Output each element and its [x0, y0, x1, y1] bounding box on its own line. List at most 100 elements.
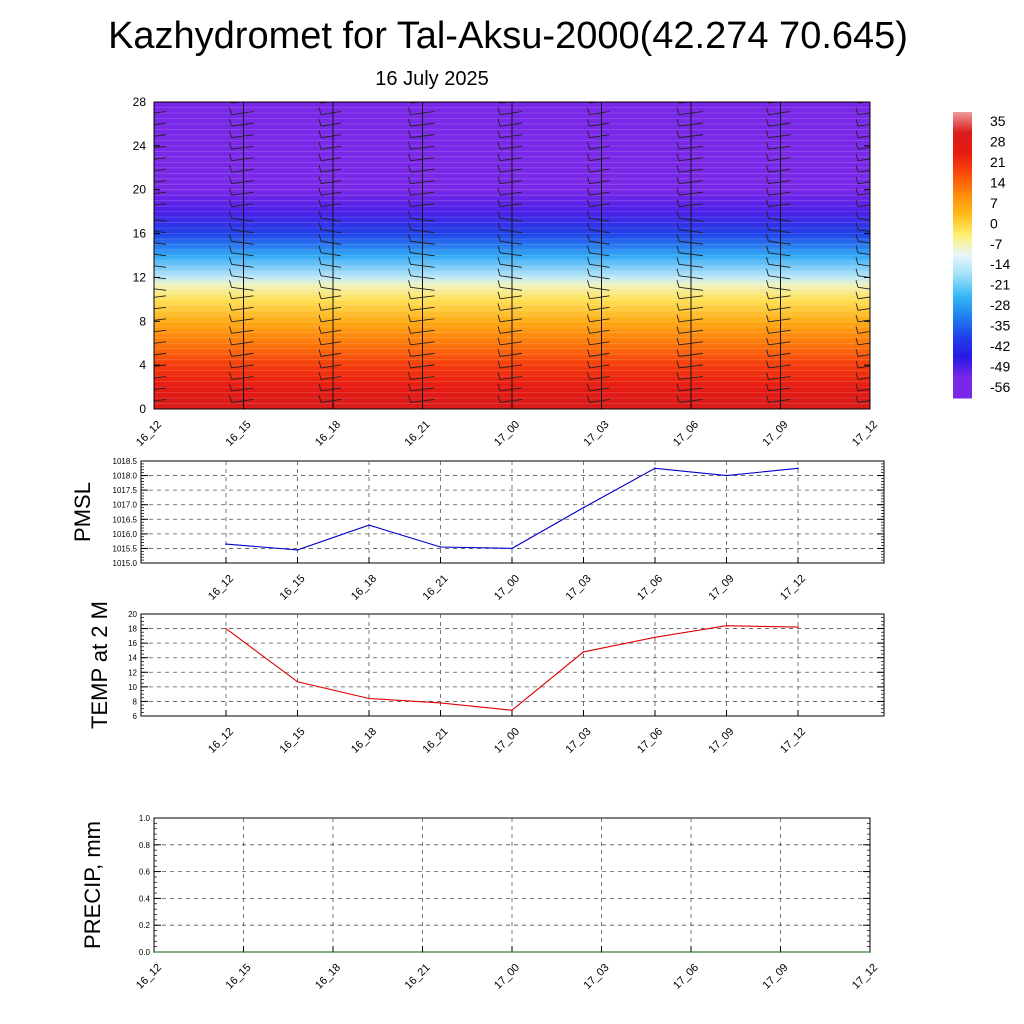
y-axis-label: PMSL [70, 482, 95, 542]
wind-barb [499, 329, 523, 334]
x-tick-label: 17_06 [635, 726, 665, 756]
wind-barb-flag [766, 211, 769, 219]
wind-barb [231, 341, 254, 346]
wind-barb [410, 145, 435, 150]
colorbar-segment [953, 152, 972, 174]
wind-barb-flag [408, 268, 411, 276]
wind-barb-flag [229, 211, 232, 219]
wind-barb-flag [408, 211, 411, 219]
wind-barb-flag [229, 337, 232, 345]
wind-barb [320, 341, 342, 346]
wind-barb [589, 375, 610, 380]
wind-barb-flag [766, 372, 769, 380]
wind-barb [499, 306, 523, 311]
wind-barb-flag [408, 291, 411, 299]
wind-barb-flag [408, 372, 411, 380]
wind-barb [320, 295, 342, 300]
x-tick-label: 17_12 [778, 573, 808, 603]
data-point [725, 474, 728, 477]
wind-barb-flag [766, 268, 769, 276]
wind-barb-flag [318, 360, 322, 369]
precip-panel: 0.0 0.2 0.4 0.6 0.8 1.0 16_12 16_15 16_18 16_21 17… [80, 814, 880, 992]
wind-barb-flag [408, 142, 411, 150]
wind-barb-flag [497, 188, 501, 196]
wind-barb-flag [318, 303, 322, 311]
wind-barb-flag [587, 268, 590, 276]
data-point [779, 951, 782, 953]
wind-barb [589, 306, 610, 311]
data-point [797, 626, 799, 628]
wind-barb-flag [229, 349, 232, 357]
wind-barb [678, 122, 704, 127]
wind-barb [499, 145, 523, 150]
wind-barb [768, 168, 791, 173]
wind-barb-flag [229, 245, 232, 253]
wind-barb [857, 158, 870, 162]
wind-barb-flag [855, 314, 859, 322]
wind-barb-flag [318, 153, 322, 161]
wind-barb-flag [497, 130, 501, 138]
wind-barb-flag [587, 372, 590, 380]
data-point [368, 697, 370, 700]
wind-barb [154, 329, 167, 333]
wind-barb [768, 180, 791, 185]
wind-barb-flag [229, 360, 232, 369]
y-tick-label: 10 [128, 683, 137, 692]
wind-barb [499, 134, 523, 139]
colorbar-label: 28 [990, 134, 1006, 150]
wind-barb-flag [497, 153, 501, 161]
y-tick-label: 0.6 [139, 868, 151, 877]
wind-barb-flag [140, 292, 142, 299]
wind-barb [678, 180, 704, 185]
wind-barb [154, 364, 167, 367]
wind-barb-flag [497, 291, 501, 299]
wind-barb [678, 341, 704, 346]
wind-barb-flag [855, 176, 859, 184]
wind-barb-flag [766, 234, 769, 242]
wind-barb [589, 352, 610, 357]
wind-barb [499, 341, 523, 346]
wind-barb-flag [408, 280, 411, 288]
data-point [797, 467, 799, 470]
wind-barb-flag [676, 211, 680, 219]
colorbar-legend: 35 28 21 14 7 0 -7 -14 -21 -28 -35 -42 -49 -56 [953, 112, 1010, 399]
wind-barb [589, 295, 610, 300]
y-tick-label: 28 [133, 95, 147, 109]
wind-barb-flag [676, 118, 680, 127]
wind-barb-flag [408, 188, 411, 196]
wind-barb [857, 135, 870, 139]
wind-barb [410, 229, 435, 234]
wind-barb [231, 180, 254, 185]
colorbar-segment [953, 234, 972, 256]
wind-barb [231, 306, 254, 311]
wind-barb-flag [229, 176, 232, 184]
wind-barb-flag [676, 257, 680, 265]
wind-barb-flag [497, 234, 501, 242]
wind-barb-flag [318, 165, 322, 173]
wind-barb-flag [855, 222, 859, 230]
x-tick-label: 16_21 [421, 726, 451, 756]
wind-barb [320, 229, 342, 234]
wind-barb [410, 111, 435, 116]
wind-barb-flag [408, 118, 411, 127]
wind-barb-flag [229, 291, 232, 299]
wind-barb [231, 134, 254, 139]
wind-barb [589, 286, 610, 291]
y-tick-label: 20 [133, 183, 147, 197]
x-tick-label: 16_15 [224, 419, 254, 449]
wind-barb-flag [497, 257, 501, 265]
wind-barb-flag [587, 326, 590, 334]
wind-barb [678, 306, 704, 311]
wind-barb-flag [587, 245, 590, 253]
y-tick-label: 18 [128, 625, 137, 634]
wind-barb [768, 157, 791, 162]
wind-barb [499, 240, 523, 245]
wind-barb [231, 286, 254, 291]
data-point [242, 951, 245, 953]
wind-barb-flag [408, 257, 411, 265]
y-tick-label: 6 [133, 712, 138, 721]
wind-barb-flag [140, 131, 142, 138]
wind-barb-flag [318, 326, 322, 334]
wind-barb-flag [587, 199, 590, 207]
wind-barb [768, 229, 791, 234]
